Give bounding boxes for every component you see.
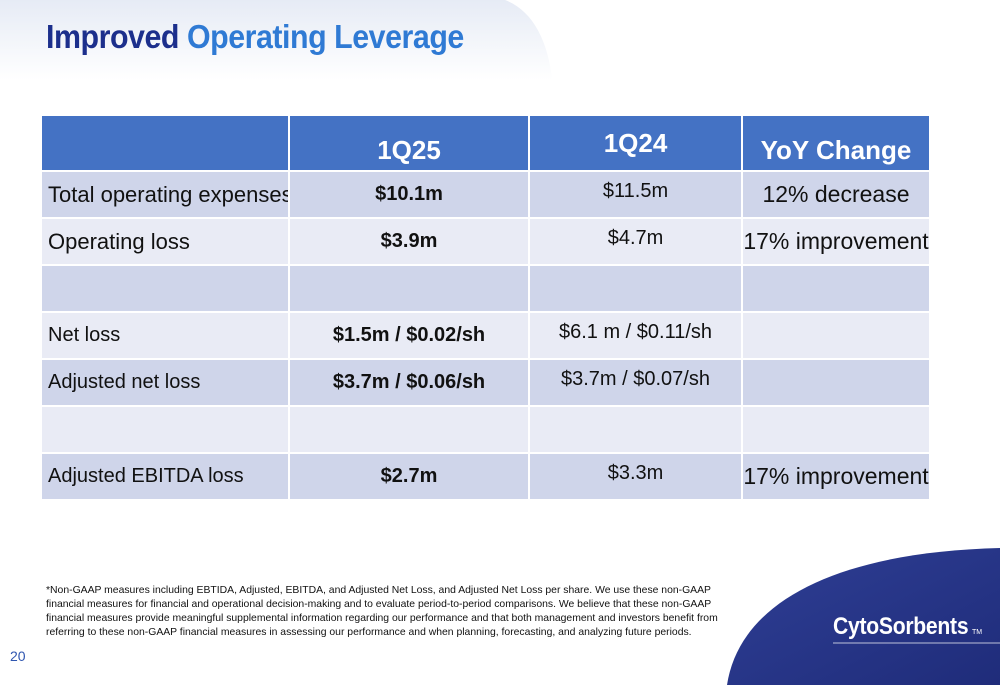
row-label: Operating loss bbox=[40, 217, 290, 266]
table-row: Total operating expenses $10.1m $11.5m 1… bbox=[40, 170, 931, 219]
table-row: Net loss $1.5m / $0.02/sh $6.1 m / $0.11… bbox=[40, 311, 931, 360]
value-1q24: $6.1 m / $0.11/sh bbox=[528, 311, 743, 360]
row-label bbox=[40, 264, 290, 313]
value-yoy bbox=[741, 264, 931, 313]
value-1q25: $1.5m / $0.02/sh bbox=[288, 311, 530, 360]
value-1q24: $4.7m bbox=[528, 217, 743, 266]
value-yoy bbox=[741, 405, 931, 454]
value-1q25: $2.7m bbox=[288, 452, 530, 501]
header-blank bbox=[40, 114, 290, 172]
slide-title: Improved Operating Leverage bbox=[46, 18, 464, 56]
table-row: Adjusted EBITDA loss $2.7m $3.3m 17% imp… bbox=[40, 452, 931, 501]
value-1q24: $3.3m bbox=[528, 452, 743, 501]
value-yoy: 17% improvement bbox=[741, 217, 931, 266]
value-1q24: $3.7m / $0.07/sh bbox=[528, 358, 743, 407]
value-1q25: $3.9m bbox=[288, 217, 530, 266]
table-header-row: 1Q25 1Q24 YoY Change bbox=[40, 114, 931, 172]
header-1q24: 1Q24 bbox=[528, 114, 743, 172]
title-part-1: Improved bbox=[46, 18, 179, 55]
row-label: Adjusted net loss bbox=[40, 358, 290, 407]
page-number: 20 bbox=[10, 648, 26, 664]
non-gaap-footnote: *Non-GAAP measures including EBTIDA, Adj… bbox=[46, 585, 718, 638]
value-1q25: $3.7m / $0.06/sh bbox=[288, 358, 530, 407]
value-yoy: 17% improvement bbox=[741, 452, 931, 501]
row-label: Adjusted EBITDA loss bbox=[40, 452, 290, 501]
table-row bbox=[40, 264, 931, 313]
value-yoy: 12% decrease bbox=[741, 170, 931, 219]
value-1q24: $11.5m bbox=[528, 170, 743, 219]
value-yoy bbox=[741, 358, 931, 407]
value-1q25 bbox=[288, 405, 530, 454]
title-part-2: Operating Leverage bbox=[186, 18, 464, 55]
row-label: Total operating expenses bbox=[40, 170, 290, 219]
table-row: Adjusted net loss $3.7m / $0.06/sh $3.7m… bbox=[40, 358, 931, 407]
value-1q25: $10.1m bbox=[288, 170, 530, 219]
row-label bbox=[40, 405, 290, 454]
cytosorbents-logo: CytoSorbents bbox=[833, 613, 969, 640]
operating-leverage-table: 1Q25 1Q24 YoY Change Total operating exp… bbox=[40, 114, 931, 501]
table-row bbox=[40, 405, 931, 454]
title-background-swoosh bbox=[0, 0, 552, 80]
trademark-mark: TM bbox=[972, 629, 983, 636]
value-1q24 bbox=[528, 264, 743, 313]
row-label: Net loss bbox=[40, 311, 290, 360]
value-1q24 bbox=[528, 405, 743, 454]
header-yoy-change: YoY Change bbox=[741, 114, 931, 172]
value-yoy bbox=[741, 311, 931, 360]
value-1q25 bbox=[288, 264, 530, 313]
table-row: Operating loss $3.9m $4.7m 17% improveme… bbox=[40, 217, 931, 266]
header-1q25: 1Q25 bbox=[288, 114, 530, 172]
